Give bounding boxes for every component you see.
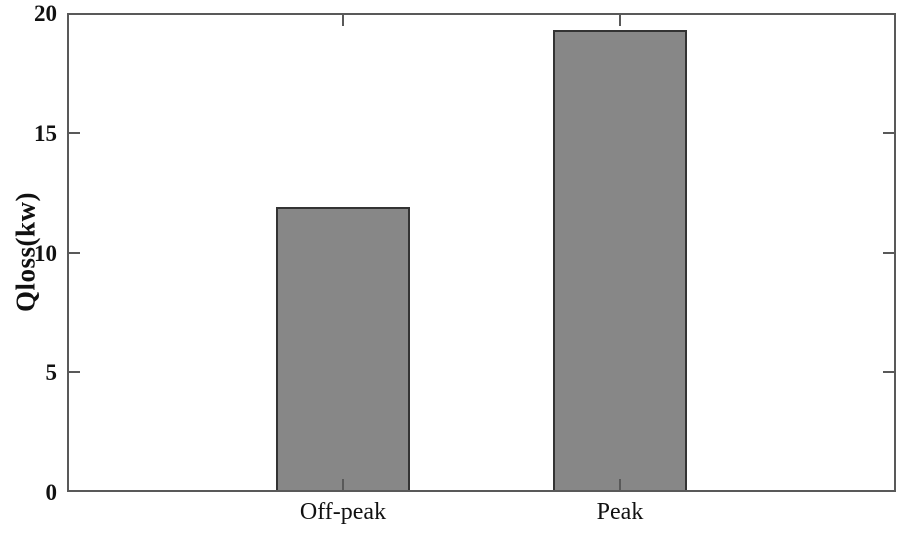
y-tick-mark-left (69, 252, 80, 254)
y-tick-mark-right (883, 132, 894, 134)
y-tick-label: 0 (45, 480, 58, 505)
x-tick-mark-top (619, 15, 621, 26)
y-tick-mark-left (69, 371, 80, 373)
x-tick-mark-bottom (619, 479, 621, 490)
bar-peak (553, 30, 687, 490)
y-tick-label: 20 (34, 1, 57, 26)
y-tick-label: 15 (34, 121, 57, 146)
x-tick-label: Off-peak (299, 499, 387, 525)
y-tick-mark-left (69, 132, 80, 134)
x-tick-mark-top (342, 15, 344, 26)
y-tick-mark-right (883, 252, 894, 254)
plot-area (67, 13, 896, 492)
y-tick-label: 10 (34, 241, 57, 266)
y-tick-mark-right (883, 371, 894, 373)
bar-off-peak (276, 207, 410, 490)
x-tick-label: Peak (596, 499, 644, 525)
x-tick-mark-bottom (342, 479, 344, 490)
y-tick-label: 5 (45, 360, 58, 385)
